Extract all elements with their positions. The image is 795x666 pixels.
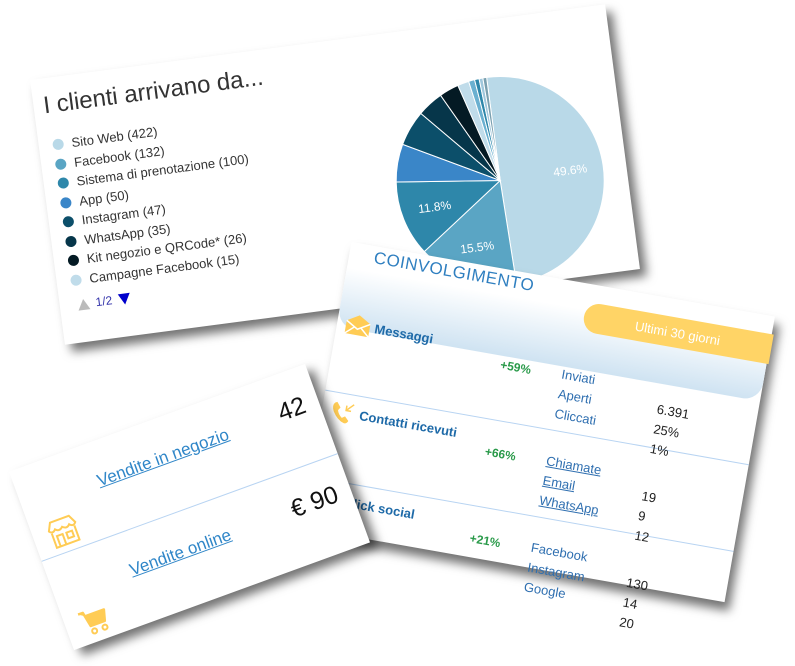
cart-icon bbox=[75, 602, 114, 643]
envelope-icon bbox=[342, 312, 372, 343]
legend-next-page-arrow-icon[interactable] bbox=[117, 292, 131, 305]
engagement-delta: +59% bbox=[499, 357, 533, 377]
pie-slice[interactable] bbox=[482, 76, 501, 181]
engagement-metric-names: Chiamate Email WhatsApp bbox=[538, 451, 607, 521]
pie-slice[interactable] bbox=[395, 169, 509, 255]
legend-dot bbox=[54, 157, 67, 171]
store-sales-link[interactable]: Vendite in negozio bbox=[94, 424, 232, 491]
legend-dot bbox=[69, 273, 83, 287]
engagement-row-label: Contatti ricevuti bbox=[358, 408, 459, 440]
legend-prev-page-arrow-icon[interactable] bbox=[77, 297, 91, 311]
engagement-metric-names: Facebook Instagram Google bbox=[522, 538, 589, 607]
legend-page-indicator: 1/2 bbox=[94, 293, 114, 310]
store-icon bbox=[43, 512, 87, 557]
engagement-delta: +21% bbox=[468, 531, 502, 551]
online-sales-link[interactable]: Vendite online bbox=[126, 525, 234, 580]
chart-legend: Sito Web (422) Facebook (132) Sistema di… bbox=[52, 111, 263, 291]
online-sales-value: € 90 bbox=[286, 480, 343, 524]
engagement-row-label: Messaggi bbox=[373, 321, 435, 347]
legend-dot bbox=[64, 235, 78, 248]
engagement-metric-names: Inviati Aperti Cliccati bbox=[553, 365, 605, 431]
pie-data-label: 11.8% bbox=[417, 198, 452, 216]
engagement-metric-values: 130 14 20 bbox=[618, 573, 650, 636]
sales-row-store: Vendite in negozio 42 bbox=[9, 363, 338, 562]
store-sales-value: 42 bbox=[273, 391, 310, 428]
sales-row-online: Vendite online € 90 bbox=[41, 453, 369, 650]
legend-dot bbox=[52, 138, 65, 151]
pie-data-label: 49.6% bbox=[552, 161, 588, 179]
engagement-row: Contatti ricevuti +66% Chiamate Email What… bbox=[309, 389, 749, 552]
engagement-metric-value: 20 bbox=[618, 614, 636, 632]
engagement-row: Messaggi +59% Inviati Aperti Cliccati 6.39… bbox=[325, 302, 765, 466]
engagement-card: COINVOLGIMENTO Ultimi 30 giorni Messaggi… bbox=[301, 241, 775, 632]
phone-incoming-icon bbox=[327, 399, 358, 432]
legend-dot bbox=[57, 177, 70, 190]
engagement-delta: +66% bbox=[483, 444, 517, 464]
legend-dot bbox=[62, 215, 75, 229]
engagement-metric-value: 19 bbox=[640, 488, 658, 506]
pie-data-label: 15.5% bbox=[459, 238, 495, 256]
sales-card: Vendite in negozio 42 Vendite online € 9… bbox=[9, 363, 370, 651]
pie-slice[interactable] bbox=[486, 64, 617, 284]
engagement-metric-value: 9 bbox=[637, 507, 647, 524]
legend-dot bbox=[59, 196, 73, 209]
legend-dot bbox=[67, 254, 80, 267]
legend-pager: 1/2 bbox=[77, 291, 131, 312]
